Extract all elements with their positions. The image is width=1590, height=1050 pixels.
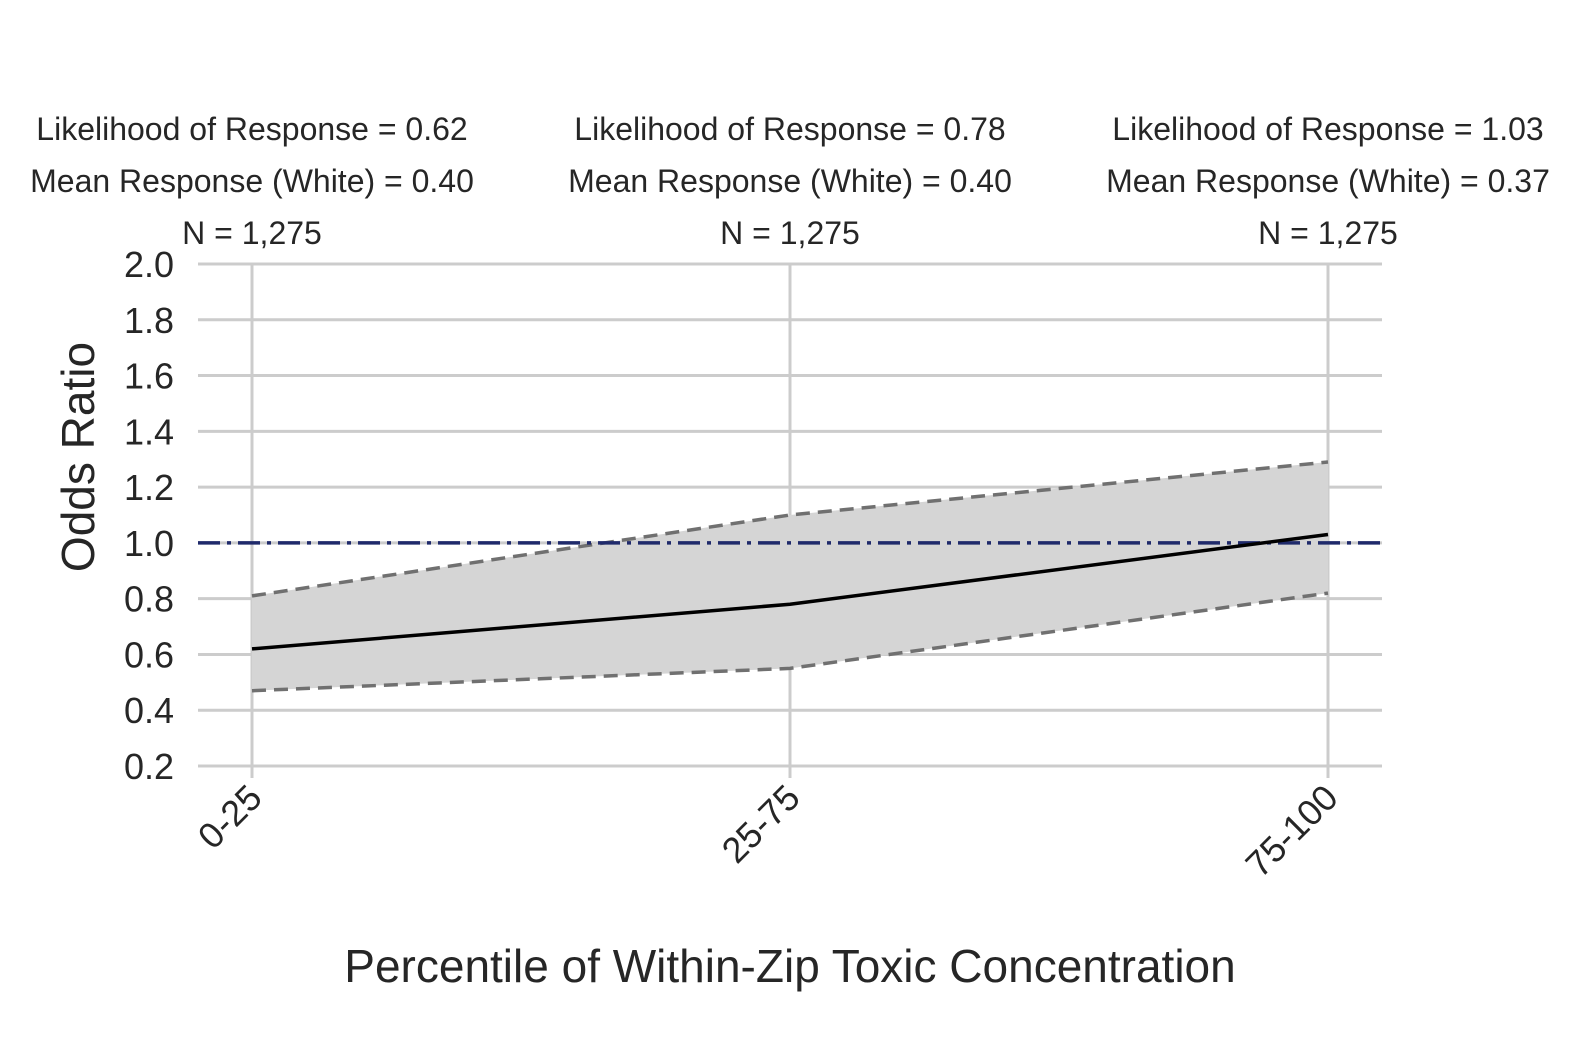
y-tick-label: 1.4 [124, 411, 174, 452]
y-tick-label: 1.0 [124, 523, 174, 564]
confidence-band-group [252, 462, 1328, 691]
mean-response-annotation: Mean Response (White) = 0.40 [568, 163, 1012, 199]
y-tick-labels: 0.2 0.4 0.6 0.8 1.0 1.2 1.4 1.6 1.8 2.0 [124, 244, 174, 787]
y-tick-label: 0.6 [124, 634, 174, 675]
y-tick-label: 1.8 [124, 300, 174, 341]
x-tick-labels: 0-25 25-75 75-100 [190, 777, 1346, 885]
likelihood-annotation: Likelihood of Response = 1.03 [1112, 111, 1543, 147]
y-tick-label: 1.6 [124, 356, 174, 397]
y-tick-label: 0.8 [124, 579, 174, 620]
y-tick-label: 0.4 [124, 690, 174, 731]
annotations: Likelihood of Response = 0.62 Mean Respon… [30, 111, 1550, 251]
likelihood-annotation: Likelihood of Response = 0.62 [36, 111, 467, 147]
y-tick-label: 2.0 [124, 244, 174, 285]
y-tick-label: 1.2 [124, 467, 174, 508]
n-annotation: N = 1,275 [1258, 215, 1398, 251]
likelihood-annotation: Likelihood of Response = 0.78 [574, 111, 1005, 147]
y-axis-label: Odds Ratio [52, 342, 104, 572]
x-tick-label-25-75: 25-75 [714, 777, 808, 871]
x-tick-label-75-100: 75-100 [1237, 777, 1345, 885]
x-tick-label-0-25: 0-25 [190, 777, 270, 857]
mean-response-annotation: Mean Response (White) = 0.40 [30, 163, 474, 199]
n-annotation: N = 1,275 [720, 215, 860, 251]
mean-response-annotation: Mean Response (White) = 0.37 [1106, 163, 1550, 199]
ci-lower-line [251, 591, 1329, 693]
x-axis-label: Percentile of Within-Zip Toxic Concentra… [344, 940, 1235, 992]
series-group [198, 460, 1382, 693]
confidence-band [252, 462, 1328, 691]
n-annotation: N = 1,275 [182, 215, 322, 251]
y-tick-label: 0.2 [124, 746, 174, 787]
ci-upper-line [251, 460, 1329, 598]
